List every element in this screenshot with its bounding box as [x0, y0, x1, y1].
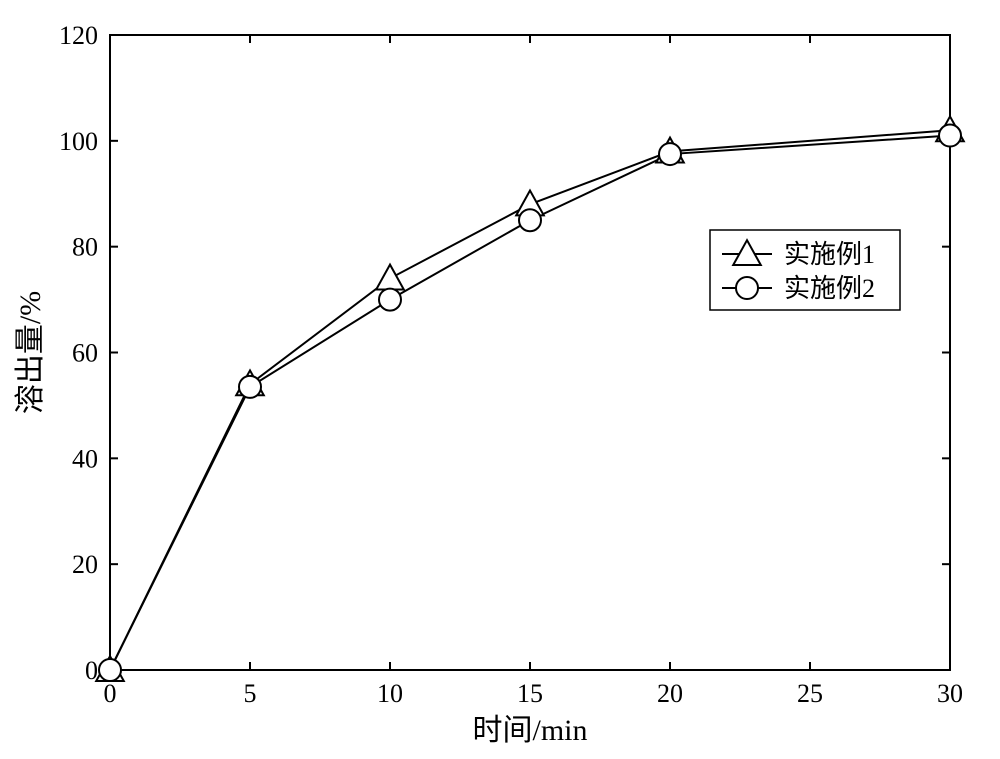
line-chart: 051015202530020406080100120时间/min溶出量/%实施…	[0, 0, 1000, 759]
circle-marker-legend	[736, 277, 758, 299]
circle-marker	[239, 376, 261, 398]
y-tick-label: 40	[72, 444, 98, 473]
x-tick-label: 20	[657, 679, 683, 708]
x-tick-label: 10	[377, 679, 403, 708]
circle-marker	[379, 289, 401, 311]
y-tick-label: 60	[72, 339, 98, 368]
x-axis-label: 时间/min	[472, 714, 587, 747]
x-tick-label: 30	[937, 679, 963, 708]
x-tick-label: 25	[797, 679, 823, 708]
y-tick-label: 20	[72, 550, 98, 579]
circle-marker	[99, 659, 121, 681]
x-tick-label: 5	[244, 679, 257, 708]
circle-marker	[939, 125, 961, 147]
circle-marker	[659, 143, 681, 165]
y-axis-label: 溶出量/%	[14, 291, 47, 414]
x-tick-label: 0	[104, 679, 117, 708]
y-tick-label: 100	[59, 127, 98, 156]
chart-container: 051015202530020406080100120时间/min溶出量/%实施…	[0, 0, 1000, 759]
x-tick-label: 15	[517, 679, 543, 708]
triangle-marker	[376, 265, 404, 290]
legend-label: 实施例2	[784, 274, 875, 303]
y-tick-label: 120	[59, 21, 98, 50]
circle-marker	[519, 209, 541, 231]
plot-border	[110, 35, 950, 670]
legend-label: 实施例1	[784, 240, 875, 269]
y-tick-label: 80	[72, 233, 98, 262]
